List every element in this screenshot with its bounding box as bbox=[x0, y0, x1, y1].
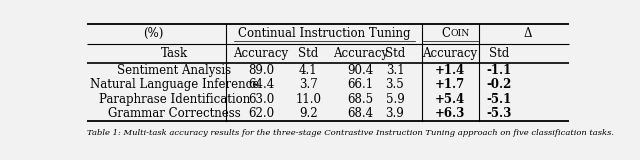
Text: 3.5: 3.5 bbox=[385, 78, 404, 91]
Text: Std: Std bbox=[298, 47, 318, 60]
Text: Std: Std bbox=[385, 47, 405, 60]
Text: +1.4: +1.4 bbox=[435, 64, 465, 77]
Text: 3.1: 3.1 bbox=[386, 64, 404, 77]
Text: 66.1: 66.1 bbox=[347, 78, 373, 91]
Text: OIN: OIN bbox=[451, 29, 470, 38]
Text: 62.0: 62.0 bbox=[248, 107, 274, 120]
Text: 90.4: 90.4 bbox=[347, 64, 373, 77]
Text: Accuracy: Accuracy bbox=[422, 47, 477, 60]
Text: Δ: Δ bbox=[524, 27, 532, 40]
Text: 5.9: 5.9 bbox=[385, 93, 404, 106]
Text: -0.2: -0.2 bbox=[486, 78, 512, 91]
Text: 11.0: 11.0 bbox=[295, 93, 321, 106]
Text: Accuracy: Accuracy bbox=[234, 47, 289, 60]
Text: 68.4: 68.4 bbox=[347, 107, 373, 120]
Text: Grammar Correctness: Grammar Correctness bbox=[108, 107, 241, 120]
Text: Sentiment Analysis: Sentiment Analysis bbox=[117, 64, 231, 77]
Text: -5.3: -5.3 bbox=[486, 107, 512, 120]
Text: Task: Task bbox=[161, 47, 188, 60]
Text: 3.9: 3.9 bbox=[385, 107, 404, 120]
Text: C: C bbox=[442, 27, 451, 40]
Text: +5.4: +5.4 bbox=[435, 93, 465, 106]
Text: (%): (%) bbox=[143, 27, 163, 40]
Text: -5.1: -5.1 bbox=[486, 93, 512, 106]
Text: 64.4: 64.4 bbox=[248, 78, 274, 91]
Text: 68.5: 68.5 bbox=[347, 93, 373, 106]
Text: Natural Language Inference: Natural Language Inference bbox=[90, 78, 259, 91]
Text: Paraphrase Identification: Paraphrase Identification bbox=[99, 93, 250, 106]
Text: +6.3: +6.3 bbox=[435, 107, 465, 120]
Text: 3.7: 3.7 bbox=[299, 78, 317, 91]
Text: 4.1: 4.1 bbox=[299, 64, 317, 77]
Text: -1.1: -1.1 bbox=[486, 64, 512, 77]
Text: Accuracy: Accuracy bbox=[333, 47, 388, 60]
Text: Std: Std bbox=[489, 47, 509, 60]
Text: Continual Instruction Tuning: Continual Instruction Tuning bbox=[238, 27, 410, 40]
Text: 63.0: 63.0 bbox=[248, 93, 274, 106]
Text: 89.0: 89.0 bbox=[248, 64, 274, 77]
Text: 9.2: 9.2 bbox=[299, 107, 317, 120]
Text: Table 1: Multi-task accuracy results for the three-stage Contrastive Instruction: Table 1: Multi-task accuracy results for… bbox=[88, 128, 614, 136]
Text: +1.7: +1.7 bbox=[435, 78, 465, 91]
